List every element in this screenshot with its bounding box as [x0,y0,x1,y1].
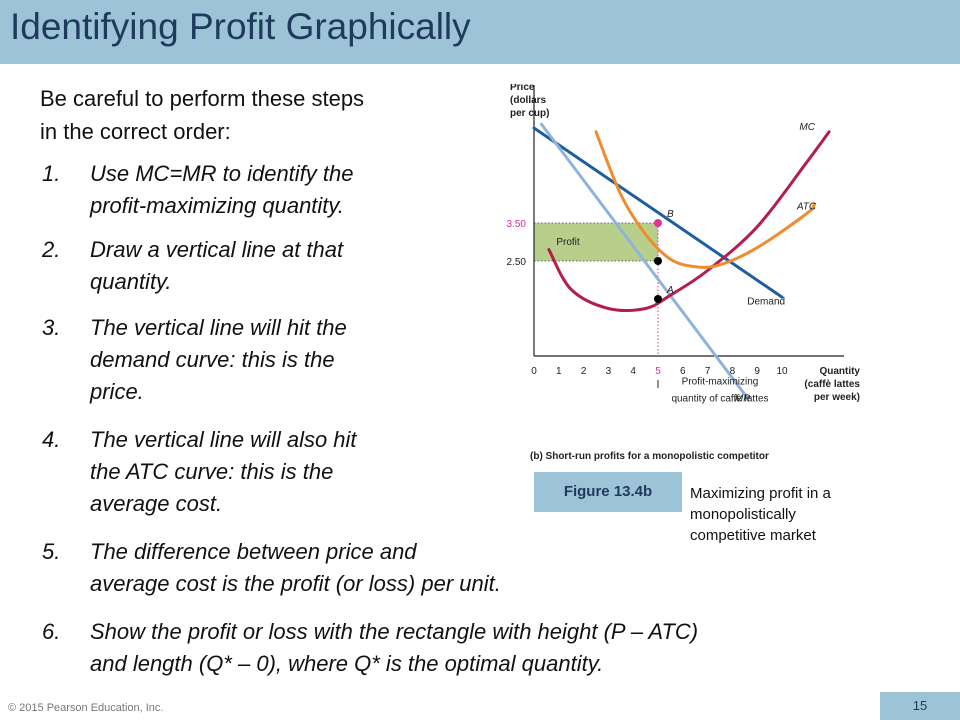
figure-caption: Maximizing profit in a monopolistically … [690,483,905,546]
x-tick-label: 1 [556,366,562,377]
y-tick-label: 2.50 [507,257,527,268]
y-axis-label: per cup) [510,108,549,119]
x-axis-label: per week) [814,392,860,403]
x-tick-label: 9 [754,366,760,377]
x-axis-label: (caffè lattes [804,379,860,390]
caption-line: monopolistically [690,506,796,523]
step-line: The vertical line will also hit [90,427,357,452]
chart-annotation: Profit [556,237,580,248]
step-text: Show the profit or loss with the rectang… [90,616,930,680]
figure-label: Figure 13.4b [534,472,682,512]
step-line: Use MC=MR to identify the [90,161,354,186]
step-line: quantity. [90,269,172,294]
step-line: Draw a vertical line at that [90,237,344,262]
y-tick-label: 3.50 [507,219,527,230]
step-line: demand curve: this is the [90,347,335,372]
profit-rectangle [534,223,658,261]
caption-line: Maximizing profit in a [690,485,831,502]
step-number: 2. [42,237,61,262]
step-text: The vertical line will also hit the ATC … [90,424,470,520]
x-tick-label: 8 [730,366,736,377]
series-label: MR [735,394,751,405]
x-tick-label: 6 [680,366,686,377]
series-mr-line [539,122,749,400]
step-text: The difference between price and average… [90,536,690,600]
chart-annotation: B [667,209,674,220]
chart-annotation: quantity of caffè lattes [671,394,768,405]
step-number: 4. [42,427,61,452]
series-label: ATC [796,202,817,213]
y-axis-label: Price [510,84,535,93]
step-line: profit-maximizing quantity. [90,193,344,218]
x-tick-label: 0 [531,366,537,377]
x-tick-label: 10 [776,366,788,377]
step-line: and length (Q* – 0), where Q* is the opt… [90,651,604,676]
step-line: The difference between price and [90,539,417,564]
caption-line: competitive market [690,527,816,544]
series-demand-line [532,126,784,299]
profit-chart: 0 1 2 3 4 5 6 7 8 9 10 3.50 2.50 Price (dollars per cup… [507,84,861,462]
step-line: The vertical line will hit the [90,315,347,340]
step-line: Show the profit or loss with the rectang… [90,619,699,644]
step-number: 6. [42,619,61,644]
x-tick-label: 5 [655,366,661,377]
chart-point [654,257,662,265]
page-number: 15 [880,692,960,720]
intro-text: Be careful to perform these steps in the… [40,82,364,148]
step-number: 3. [42,315,61,340]
chart-annotation: A [666,285,674,296]
step-line: price. [90,379,144,404]
step-number: 5. [42,539,61,564]
series-label: MC [799,122,815,133]
copyright-footer: © 2015 Pearson Education, Inc. [8,702,164,714]
step-text: Draw a vertical line at that quantity. [90,234,470,298]
chart-title: (b) Short-run profits for a monopolistic… [530,451,769,462]
chart-point [654,219,662,227]
x-tick-label: 4 [630,366,636,377]
x-tick-label: 3 [606,366,612,377]
x-tick-label: 7 [705,366,711,377]
series-mc-line [547,130,831,313]
step-number: 1. [42,161,61,186]
slide-title: Identifying Profit Graphically [10,6,471,47]
step-line: average cost is the profit (or loss) per… [90,571,501,596]
step-text: The vertical line will hit the demand cu… [90,312,470,408]
intro-line-1: Be careful to perform these steps [40,86,365,111]
x-tick-label: 2 [581,366,587,377]
title-bar: Identifying Profit Graphically [0,0,960,64]
series-atc-line [594,130,816,269]
intro-line-2: in the correct order: [40,119,231,144]
step-text: Use MC=MR to identify the profit-maximiz… [90,158,470,222]
chart-point [654,295,662,303]
y-axis-label: (dollars [510,95,547,106]
series-label: Demand [747,297,785,308]
x-axis-label: Quantity [819,366,860,377]
step-line: average cost. [90,491,223,516]
chart-annotation: Profit-maximizing [682,377,759,388]
step-line: the ATC curve: this is the [90,459,334,484]
